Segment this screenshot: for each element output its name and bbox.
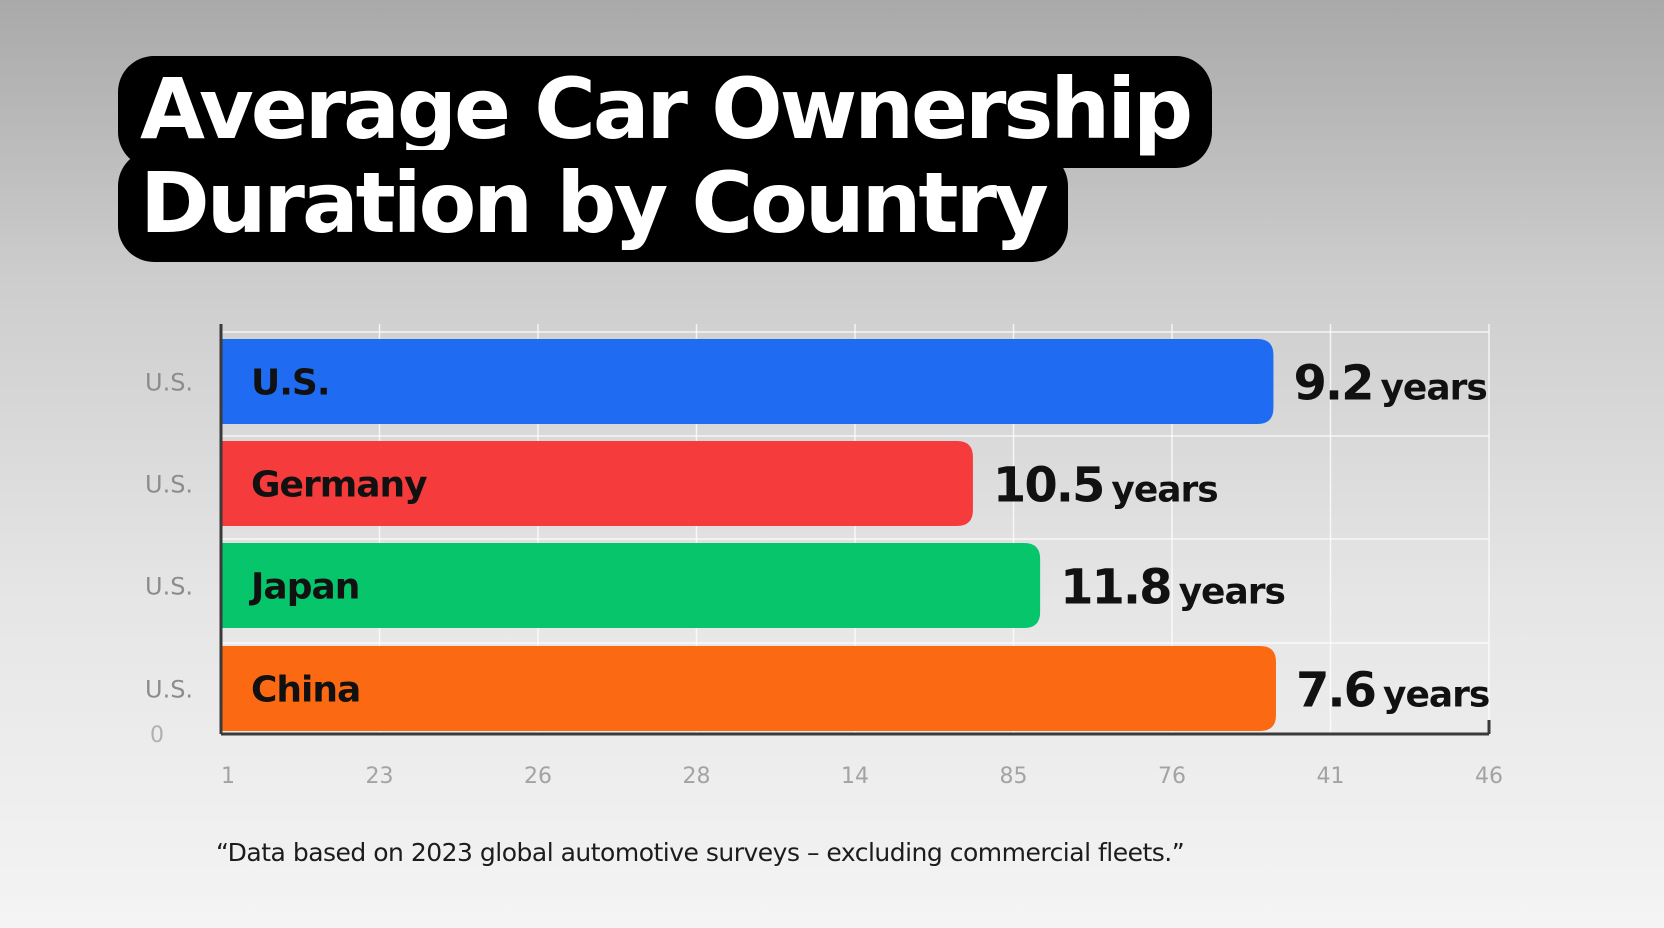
chart-title-line-2: Duration by Country <box>118 150 1068 262</box>
bar <box>221 339 1274 424</box>
x-tick-label: 28 <box>683 764 711 789</box>
x-tick-label: 23 <box>366 764 394 789</box>
bar <box>221 543 1041 628</box>
x-tick-label: 26 <box>524 764 552 789</box>
y-extra-tick-label: 0 <box>150 723 164 748</box>
bar-group: China 7.6 years <box>221 646 1490 731</box>
bar-category-label: Germany <box>251 465 427 506</box>
bar-value-label: 10.5 years <box>993 458 1218 514</box>
footnote: “Data based on 2023 global automotive su… <box>216 838 1185 867</box>
bar-category-label: Japan <box>248 567 359 608</box>
x-tick-label: 85 <box>1000 764 1028 789</box>
x-tick-label: 41 <box>1317 764 1345 789</box>
y-tick-label: U.S. <box>145 369 193 397</box>
y-tick-label: U.S. <box>145 471 193 499</box>
bar-category-label: China <box>251 670 360 711</box>
bar-value-label: 11.8 years <box>1060 560 1285 616</box>
x-tick-label: 76 <box>1158 764 1186 789</box>
bar-value-label: 9.2 years <box>1293 356 1486 412</box>
bar <box>221 646 1276 731</box>
bar-value-label: 7.6 years <box>1296 663 1489 719</box>
bar-group: U.S. 9.2 years <box>221 339 1488 424</box>
bar-category-label: U.S. <box>251 363 330 404</box>
bar-group: Germany 10.5 years <box>221 441 1219 526</box>
y-tick-label: U.S. <box>145 676 193 704</box>
chart-title-line-1: Average Car Ownership <box>118 56 1213 168</box>
x-tick-label: 46 <box>1475 764 1503 789</box>
y-tick-label: U.S. <box>145 573 193 601</box>
chart-title: Average Car Ownership Duration by Countr… <box>118 56 1213 262</box>
x-tick-label: 1 <box>221 764 235 789</box>
x-tick-label: 14 <box>841 764 869 789</box>
bar <box>221 441 973 526</box>
bar-group: Japan 11.8 years <box>221 543 1286 628</box>
